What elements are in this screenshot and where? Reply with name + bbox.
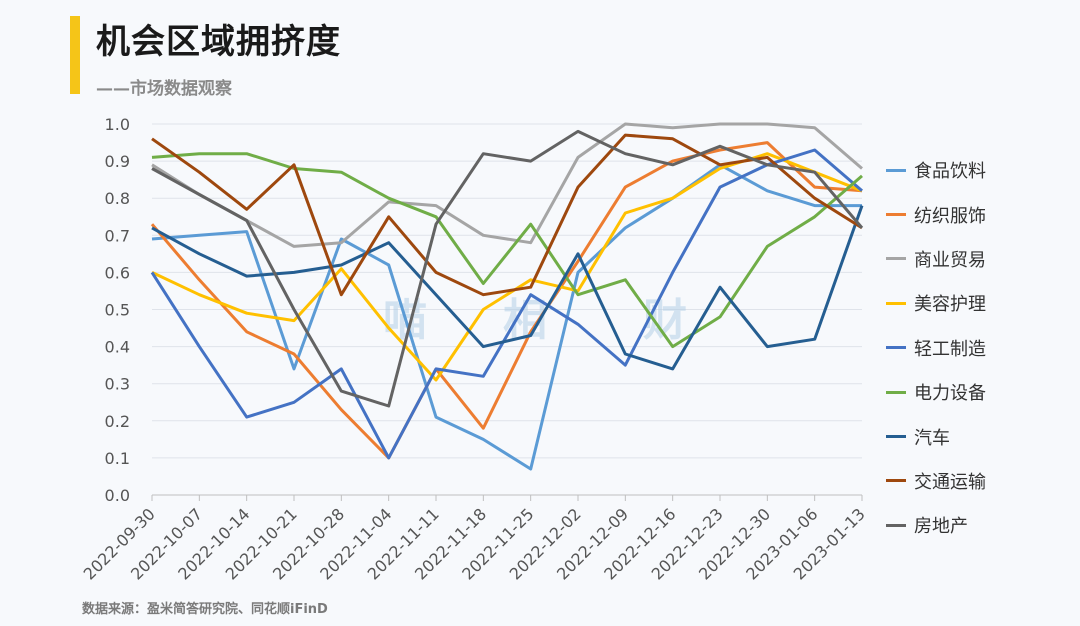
legend-label: 汽车: [914, 427, 950, 449]
series-line-9: [151, 129, 864, 408]
series-line-6: [151, 152, 863, 349]
legend-item: 房地产: [886, 503, 986, 547]
legend-swatch: [886, 523, 906, 527]
legend-label: 房地产: [914, 516, 968, 538]
legend-swatch: [886, 390, 906, 394]
legend-label: 食品饮料: [914, 161, 986, 183]
y-tick-label: 0.2: [105, 412, 130, 431]
legend-label: 美容护理: [914, 294, 986, 316]
y-tick-label: 1.0: [105, 115, 130, 134]
legend-item: 纺织服饰: [886, 192, 986, 236]
title-accent-bar: [70, 16, 80, 94]
legend-swatch: [886, 168, 906, 172]
legend-item: 汽车: [886, 414, 986, 458]
series-line-5: [150, 148, 863, 460]
y-tick-label: 0.6: [105, 263, 130, 282]
legend-item: 商业贸易: [886, 237, 986, 281]
legend-item: 电力设备: [886, 370, 986, 414]
legend-swatch: [886, 479, 906, 483]
y-tick-label: 0.3: [105, 375, 130, 394]
series-line-1: [151, 163, 862, 471]
legend-label: 轻工制造: [914, 338, 986, 360]
series-line-3: [151, 122, 863, 248]
series-line-8: [151, 133, 863, 297]
series-line-7: [151, 205, 864, 371]
data-source-note: 数据来源：盈米简答研究院、同花顺iFinD: [82, 602, 328, 617]
y-tick-label: 0.7: [105, 226, 130, 245]
y-tick-label: 0.9: [105, 152, 130, 171]
legend-swatch: [886, 301, 906, 305]
legend-label: 纺织服饰: [914, 205, 986, 227]
legend-label: 商业贸易: [914, 249, 986, 271]
legend-swatch: [886, 213, 906, 217]
y-tick-label: 0.8: [105, 189, 130, 208]
legend-swatch: [886, 257, 906, 261]
legend-label: 交通运输: [914, 471, 986, 493]
legend-swatch: [886, 346, 906, 350]
legend-item: 轻工制造: [886, 326, 986, 370]
y-tick-label: 0.1: [105, 449, 130, 468]
legend-swatch: [886, 435, 906, 439]
legend-item: 美容护理: [886, 281, 986, 325]
y-tick-label: 0.5: [105, 301, 130, 320]
legend-item: 交通运输: [886, 459, 986, 503]
y-tick-label: 0.4: [105, 338, 130, 357]
legend-label: 电力设备: [914, 383, 986, 405]
page-subtitle: ——市场数据观察: [96, 79, 232, 99]
y-tick-label: 0.0: [105, 486, 130, 505]
series-line-2: [150, 141, 863, 460]
chart-legend: 食品饮料纺织服饰商业贸易美容护理轻工制造电力设备汽车交通运输房地产: [886, 148, 986, 548]
page-title: 机会区域拥挤度: [96, 22, 341, 62]
legend-item: 食品饮料: [886, 148, 986, 192]
